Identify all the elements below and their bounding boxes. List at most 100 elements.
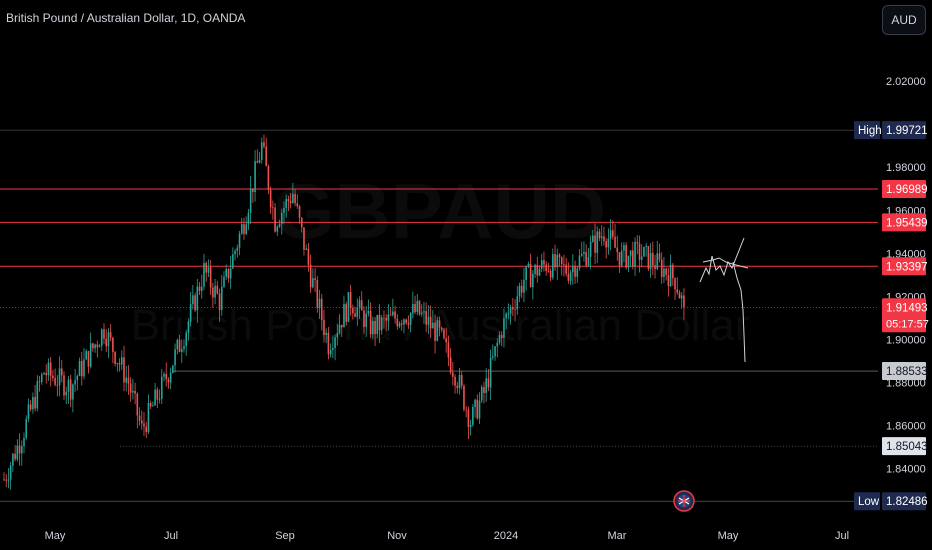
candle[interactable] [672, 262, 674, 286]
candle[interactable] [396, 314, 399, 330]
candle[interactable] [363, 306, 365, 334]
candle[interactable] [638, 235, 641, 273]
candle[interactable] [309, 254, 312, 293]
candle[interactable] [36, 375, 39, 412]
candle[interactable] [323, 309, 325, 343]
candle[interactable] [418, 300, 421, 316]
candle[interactable] [660, 252, 663, 284]
candle[interactable] [5, 473, 8, 488]
candle[interactable] [456, 381, 459, 394]
candle[interactable] [78, 357, 81, 377]
candle[interactable] [152, 401, 154, 407]
candle[interactable] [123, 345, 125, 392]
candle[interactable] [209, 260, 212, 296]
candle[interactable] [245, 216, 247, 236]
candle[interactable] [169, 367, 172, 390]
candle[interactable] [127, 365, 130, 396]
candle[interactable] [494, 346, 496, 361]
candle[interactable] [272, 200, 274, 220]
flag-icon[interactable] [673, 490, 695, 512]
candle[interactable] [667, 267, 670, 297]
candle[interactable] [616, 235, 619, 261]
candle[interactable] [425, 302, 427, 333]
candle[interactable] [594, 223, 596, 265]
candle[interactable] [267, 164, 270, 195]
candle[interactable] [656, 240, 659, 271]
candle[interactable] [325, 328, 327, 344]
candle[interactable] [285, 194, 287, 218]
candle[interactable] [252, 188, 254, 203]
candle[interactable] [234, 248, 236, 261]
candle[interactable] [238, 230, 241, 256]
candle[interactable] [374, 316, 376, 346]
candle[interactable] [18, 433, 21, 466]
candle[interactable] [338, 314, 341, 335]
candle[interactable] [636, 235, 639, 255]
candle[interactable] [572, 254, 574, 285]
candle[interactable] [200, 274, 203, 299]
candle[interactable] [414, 295, 416, 314]
candle[interactable] [434, 314, 436, 354]
candle[interactable] [305, 244, 307, 251]
candle[interactable] [203, 253, 205, 291]
candle[interactable] [485, 368, 487, 402]
candle[interactable] [176, 338, 179, 355]
candle[interactable] [129, 377, 132, 402]
candle[interactable] [172, 364, 174, 374]
candle[interactable] [632, 241, 634, 270]
candle[interactable] [592, 229, 594, 243]
candle[interactable] [436, 316, 439, 342]
candle[interactable] [7, 468, 10, 489]
candle[interactable] [489, 349, 492, 401]
candle[interactable] [587, 247, 590, 268]
candle[interactable] [345, 301, 347, 326]
candle[interactable] [558, 253, 561, 267]
candle[interactable] [527, 261, 530, 269]
candle[interactable] [349, 284, 352, 316]
candle[interactable] [356, 298, 359, 326]
candle[interactable] [276, 224, 279, 236]
candle[interactable] [629, 250, 632, 268]
candle[interactable] [560, 256, 563, 276]
candle[interactable] [563, 254, 565, 277]
candle[interactable] [232, 247, 234, 270]
candle[interactable] [547, 262, 550, 273]
candle[interactable] [554, 244, 556, 271]
candle[interactable] [576, 266, 579, 283]
candle[interactable] [512, 298, 514, 317]
candle[interactable] [340, 324, 343, 338]
candle[interactable] [449, 347, 452, 375]
candle[interactable] [569, 269, 572, 286]
candle[interactable] [47, 358, 50, 381]
candle[interactable] [52, 369, 54, 382]
candle[interactable] [465, 405, 467, 418]
candle[interactable] [598, 228, 601, 242]
candle[interactable] [603, 226, 605, 246]
candle[interactable] [174, 343, 176, 373]
candle[interactable] [509, 304, 512, 325]
candle[interactable] [327, 327, 330, 360]
candle[interactable] [303, 227, 305, 256]
candle[interactable] [607, 228, 610, 255]
candle[interactable] [678, 290, 681, 299]
candle[interactable] [92, 342, 94, 352]
candle[interactable] [565, 257, 567, 277]
candle[interactable] [23, 432, 25, 454]
candle[interactable] [392, 298, 394, 317]
candle[interactable] [12, 452, 14, 472]
candle[interactable] [67, 375, 70, 405]
candle[interactable] [556, 248, 559, 280]
candle[interactable] [674, 277, 676, 300]
candle[interactable] [107, 327, 110, 359]
candle[interactable] [372, 316, 374, 340]
candle[interactable] [398, 321, 401, 329]
candle[interactable] [116, 362, 119, 372]
candle[interactable] [452, 361, 454, 386]
candle[interactable] [316, 276, 319, 313]
candle[interactable] [427, 305, 430, 334]
candle[interactable] [532, 270, 534, 300]
candle[interactable] [523, 267, 525, 303]
candle[interactable] [334, 334, 336, 361]
candle[interactable] [423, 301, 425, 324]
candle[interactable] [27, 398, 30, 422]
